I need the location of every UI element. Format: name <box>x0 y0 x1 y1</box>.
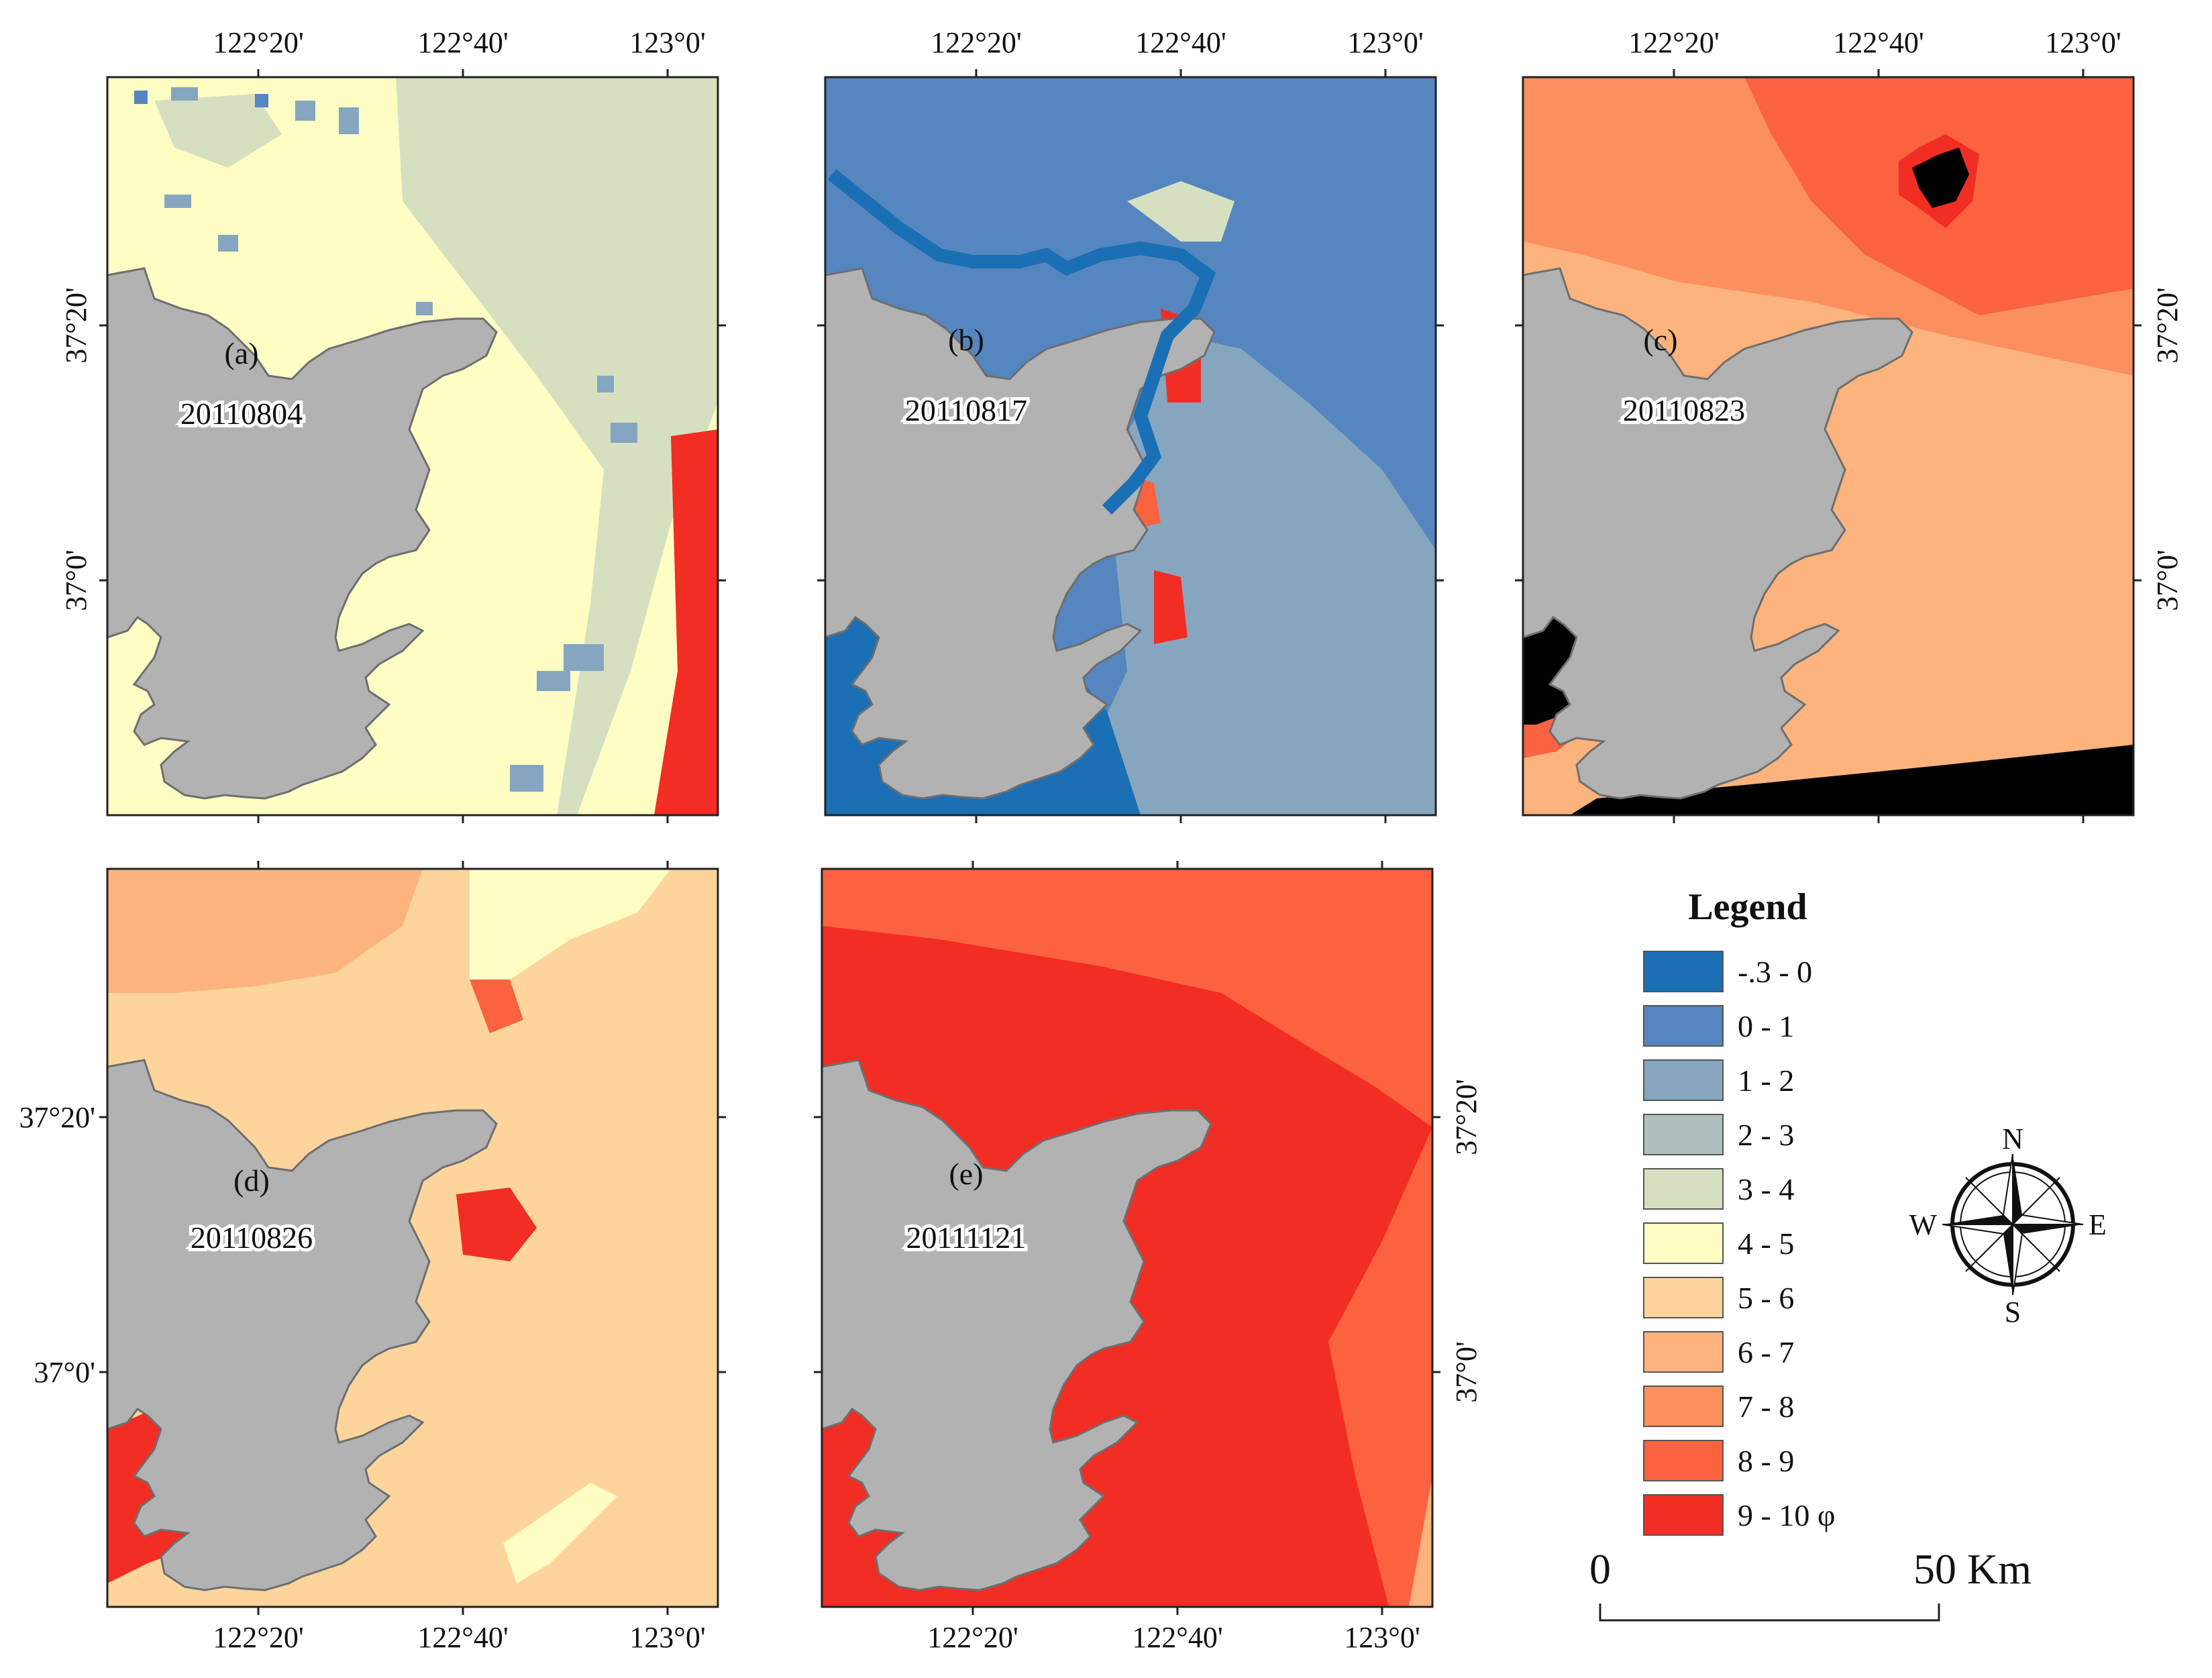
compass-e: E <box>2089 1208 2107 1241</box>
panel-e-label: (e) <box>949 1157 983 1191</box>
legend-swatch-9 <box>1643 1440 1724 1481</box>
latitude-labels: 37°20' 37°0' 37°20' 37°0' 37°20' 37°0' 3… <box>19 287 2184 1403</box>
lon-tick-b2: 122°40' <box>1135 26 1226 59</box>
lon-tick-d1: 122°20' <box>213 1621 304 1654</box>
lon-tick-a1: 122°20' <box>213 26 304 59</box>
longitude-labels: 122°20' 122°40' 123°0' 122°20' 122°40' 1… <box>213 26 2121 1654</box>
compass-n: N <box>2002 1122 2023 1155</box>
compass-s: S <box>2005 1296 2021 1328</box>
panel-a-label: (a) <box>224 336 258 370</box>
panel-e <box>821 868 1434 1608</box>
lon-tick-b3: 123°0' <box>1347 26 1424 59</box>
legend-label-7: 6 - 7 <box>1738 1335 1794 1369</box>
legend: Legend -.3 - 0 0 - 1 1 - 2 2 - 3 3 - 4 4 - 5 5… <box>1643 886 1835 1536</box>
legend-swatch-2 <box>1643 1059 1724 1101</box>
panel-c <box>1522 76 2135 817</box>
legend-label-8: 7 - 8 <box>1738 1389 1794 1424</box>
legend-swatch-0 <box>1643 951 1724 992</box>
panel-c-label: (c) <box>1643 323 1677 357</box>
panel-labels: (a) 20110804 (b) 20110817 (c) 20110823 (… <box>177 323 1748 1258</box>
legend-label-1: 0 - 1 <box>1738 1009 1794 1043</box>
lon-tick-c2: 122°40' <box>1833 26 1924 59</box>
lat-tick-a2: 37°0' <box>60 549 93 611</box>
compass-w: W <box>1909 1208 1937 1241</box>
lat-tick-e1: 37°20' <box>1450 1079 1483 1155</box>
legend-swatch-3 <box>1643 1114 1724 1155</box>
lon-tick-d3: 123°0' <box>629 1621 706 1654</box>
lat-tick-e2: 37°0' <box>1450 1341 1483 1403</box>
panel-a <box>106 76 719 817</box>
lon-tick-a2: 122°40' <box>417 26 509 59</box>
lat-tick-c1: 37°20' <box>2151 287 2184 364</box>
scale-end: 50 Km <box>1913 1545 2032 1593</box>
legend-label-9: 8 - 9 <box>1738 1444 1794 1478</box>
scale-bar: 0 50 Km <box>1589 1545 2032 1622</box>
legend-label-6: 5 - 6 <box>1738 1281 1794 1315</box>
scale-start: 0 <box>1589 1545 1611 1593</box>
lon-tick-c3: 123°0' <box>2045 26 2121 59</box>
panel-b <box>824 76 1437 817</box>
panel-d <box>106 868 719 1608</box>
lon-tick-a3: 123°0' <box>629 26 706 59</box>
legend-swatch-10 <box>1643 1494 1724 1536</box>
legend-title: Legend <box>1688 886 1807 928</box>
north-arrow: N S E W <box>1909 1122 2106 1328</box>
lon-tick-e2: 122°40' <box>1132 1621 1223 1654</box>
panel-e-date: 20111121 <box>906 1220 1026 1255</box>
legend-swatch-1 <box>1643 1005 1724 1047</box>
legend-swatch-8 <box>1643 1385 1724 1427</box>
legend-label-10: 9 - 10 φ <box>1738 1498 1835 1532</box>
panel-b-label: (b) <box>948 323 984 357</box>
legend-label-4: 3 - 4 <box>1738 1172 1794 1206</box>
legend-swatch-4 <box>1643 1168 1724 1210</box>
lat-tick-d2: 37°0' <box>34 1356 95 1389</box>
legend-label-5: 4 - 5 <box>1738 1226 1794 1261</box>
scale-line <box>1599 1604 1940 1622</box>
tick-marks <box>99 69 2142 1615</box>
lon-tick-e1: 122°20' <box>927 1621 1018 1654</box>
legend-label-2: 1 - 2 <box>1738 1063 1794 1098</box>
legend-swatch-6 <box>1643 1277 1724 1318</box>
panel-c-date: 20110823 <box>1623 393 1745 427</box>
panel-b-date: 20110817 <box>905 393 1027 427</box>
lon-tick-c1: 122°20' <box>1628 26 1720 59</box>
lon-tick-e3: 123°0' <box>1344 1621 1420 1654</box>
lat-tick-d1: 37°20' <box>19 1101 95 1134</box>
lat-tick-a1: 37°20' <box>60 287 93 364</box>
legend-label-0: -.3 - 0 <box>1738 955 1812 989</box>
panel-d-date: 20110826 <box>191 1220 313 1255</box>
legend-swatch-5 <box>1643 1222 1724 1264</box>
panel-a-date: 20110804 <box>180 397 303 431</box>
legend-label-3: 2 - 3 <box>1738 1118 1794 1152</box>
lon-tick-b1: 122°20' <box>931 26 1022 59</box>
panel-d-label: (d) <box>233 1163 270 1198</box>
lat-tick-c2: 37°0' <box>2151 549 2184 611</box>
lon-tick-d2: 122°40' <box>417 1621 509 1654</box>
legend-swatch-7 <box>1643 1331 1724 1373</box>
